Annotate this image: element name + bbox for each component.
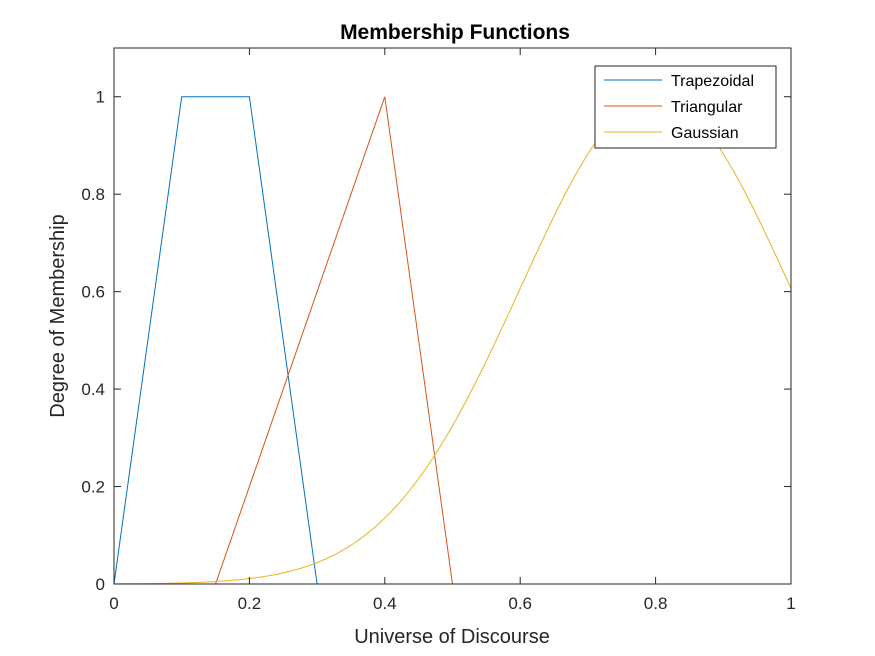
x-tick-label: 0 <box>109 594 118 613</box>
legend: Trapezoidal Triangular Gaussian <box>594 65 777 149</box>
x-tick-label: 0.6 <box>508 594 532 613</box>
x-tick-label: 0.2 <box>238 594 262 613</box>
axes-box <box>113 47 792 585</box>
y-tick-label: 0.8 <box>81 185 105 204</box>
y-tick-label: 0 <box>96 575 105 594</box>
legend-label-gaussian: Gaussian <box>671 125 739 142</box>
y-tick-label: 0.4 <box>81 380 105 399</box>
x-axis-label: Universe of Discourse <box>354 626 550 648</box>
y-axis-label: Degree of Membership <box>47 214 69 417</box>
x-tick-label: 1 <box>786 594 795 613</box>
chart-title: Membership Functions <box>340 21 570 44</box>
y-tick-label: 0.6 <box>81 283 105 302</box>
x-tick-label: 0.4 <box>373 594 397 613</box>
x-tick-label: 0.8 <box>644 594 668 613</box>
legend-label-triangular: Triangular <box>671 99 743 116</box>
y-tick-label: 0.2 <box>81 478 105 497</box>
ticks-layer: 0 0.2 0.4 0.6 0.8 1 0 0.2 0.4 0.6 0.8 1 <box>81 48 796 613</box>
legend-label-trapezoidal: Trapezoidal <box>671 73 754 90</box>
y-tick-label: 1 <box>96 88 105 107</box>
